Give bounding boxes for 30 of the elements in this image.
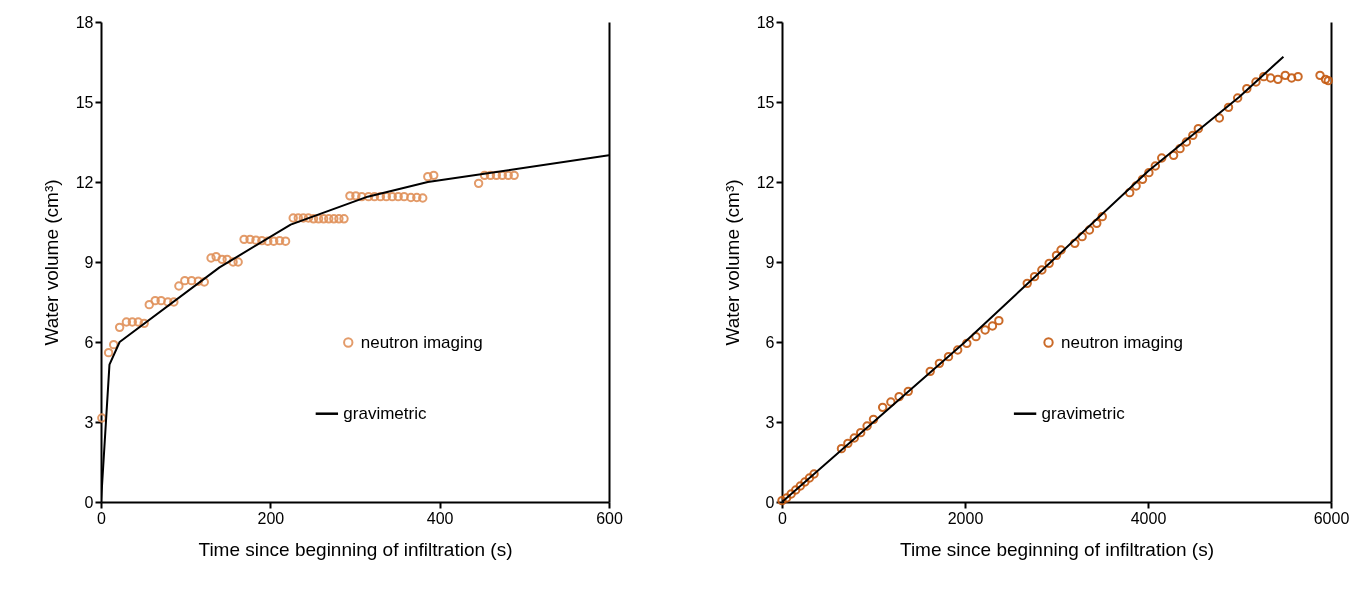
y-tick-label: 15 xyxy=(756,93,775,111)
y-tick-label: 9 xyxy=(84,253,94,271)
y-tick-label: 15 xyxy=(75,93,94,111)
y-tick-label: 12 xyxy=(756,173,775,191)
x-tick-label: 4000 xyxy=(1130,509,1167,527)
y-tick-label: 0 xyxy=(765,493,775,511)
x-tick-label: 600 xyxy=(596,509,623,527)
y-tick-label: 18 xyxy=(75,13,94,31)
y-tick-label: 3 xyxy=(765,413,775,431)
y-axis-title: Water volume (cm³) xyxy=(721,179,743,346)
x-tick-label: 400 xyxy=(426,509,454,527)
x-tick-label: 2000 xyxy=(947,509,984,527)
x-tick-label: 200 xyxy=(257,509,285,527)
x-tick-label: 0 xyxy=(97,509,107,527)
x-axis-title: Time since beginning of infiltration (s) xyxy=(198,538,513,560)
y-tick-label: 9 xyxy=(765,253,775,271)
y-axis-title: Water volume (cm³) xyxy=(40,179,62,346)
x-tick-label: 6000 xyxy=(1313,509,1350,527)
legend-label: gravimetric xyxy=(343,403,427,423)
legend-label: neutron imaging xyxy=(360,332,483,352)
legend-label: neutron imaging xyxy=(1061,332,1183,352)
legend-label: gravimetric xyxy=(1041,403,1126,423)
x-axis-title: Time since beginning of infiltration (s) xyxy=(900,538,1214,560)
y-tick-label: 18 xyxy=(756,13,775,31)
y-tick-label: 3 xyxy=(84,413,94,431)
y-tick-label: 12 xyxy=(75,173,94,191)
x-tick-label: 0 xyxy=(778,509,788,527)
y-tick-label: 6 xyxy=(84,333,94,351)
y-tick-label: 0 xyxy=(84,493,94,511)
y-tick-label: 6 xyxy=(765,333,775,351)
